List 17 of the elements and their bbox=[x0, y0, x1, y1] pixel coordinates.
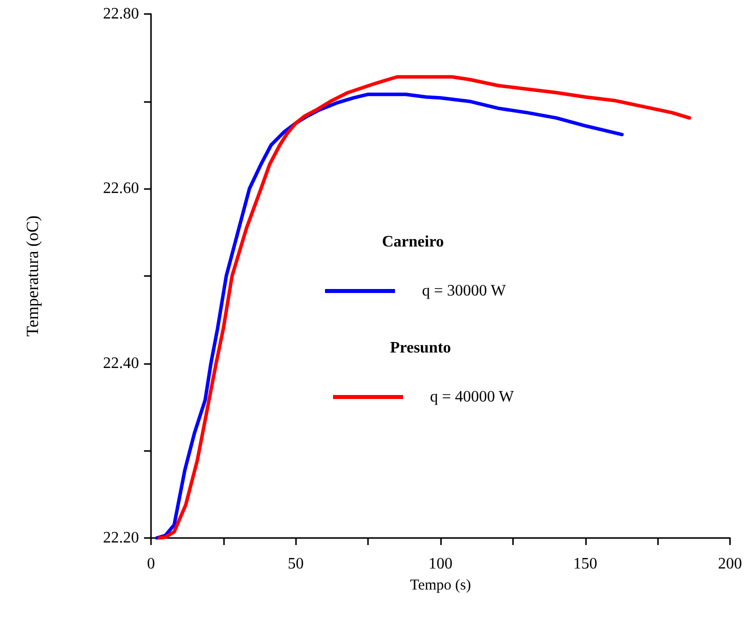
line-series bbox=[158, 75, 692, 540]
x-tick-label: 100 bbox=[428, 556, 452, 572]
x-axis-title: Tempo (s) bbox=[410, 578, 472, 594]
x-tick-label: 150 bbox=[573, 556, 598, 572]
x-tick-label: 50 bbox=[288, 556, 304, 572]
y-tick-label: 22.20 bbox=[103, 530, 139, 546]
x-tick-label: 0 bbox=[147, 556, 155, 572]
x-tick-label: 200 bbox=[718, 556, 742, 572]
legend-label: q = 30000 W bbox=[422, 282, 507, 300]
annotation: Presunto bbox=[390, 340, 452, 356]
line-series bbox=[155, 92, 624, 540]
y-tick-label: 22.40 bbox=[103, 354, 139, 372]
annotation: Carneiro bbox=[382, 234, 444, 250]
y-axis-title: Temperatura (oC) bbox=[23, 215, 42, 337]
y-tick-label: 22.60 bbox=[103, 180, 139, 198]
y-tick-label: 22.80 bbox=[103, 6, 139, 22]
legend-label: q = 40000 W bbox=[430, 388, 515, 406]
